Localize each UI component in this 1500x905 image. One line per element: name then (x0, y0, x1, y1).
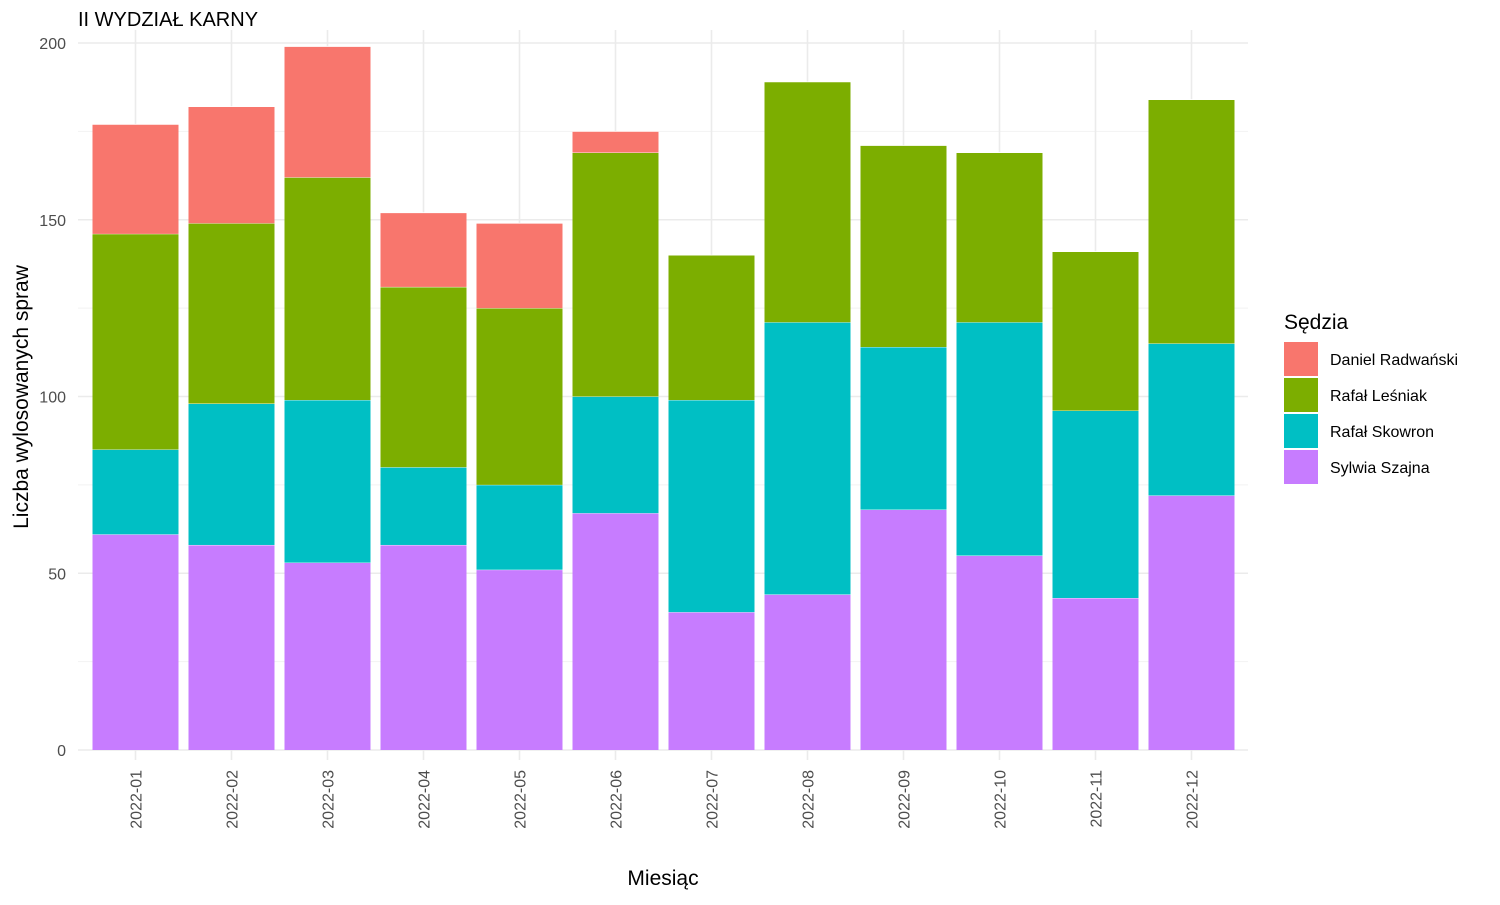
legend: Sędzia Daniel Radwański Rafał Leśniak Rafa… (1284, 311, 1458, 484)
bar-segment (668, 612, 755, 750)
bar-segment (284, 400, 371, 563)
x-tick-label: 2022-09 (897, 770, 914, 829)
bar-segment (188, 223, 275, 404)
y-tick-label: 100 (39, 390, 66, 407)
x-tick-label: 2022-08 (801, 770, 818, 829)
bar-segment (764, 81, 851, 323)
bar-segment (860, 145, 947, 348)
bar-segment (380, 467, 467, 545)
bar-segment (764, 322, 851, 595)
bar-segment (956, 152, 1043, 323)
x-tick-label: 2022-02 (225, 770, 242, 829)
legend-label: Rafał Skowron (1330, 424, 1434, 441)
bar-segment (956, 322, 1043, 556)
y-tick-label: 0 (57, 743, 66, 760)
bar-segment (380, 544, 467, 750)
legend-label: Daniel Radwański (1330, 352, 1458, 369)
bar-segment (668, 400, 755, 613)
x-tick-label: 2022-06 (609, 770, 626, 829)
bar-segment (188, 403, 275, 545)
x-tick-label: 2022-07 (705, 770, 722, 829)
bar-segment (764, 594, 851, 750)
y-tick-label: 50 (48, 566, 66, 583)
bar-segment (188, 544, 275, 750)
bar-segment (92, 449, 179, 535)
y-tick-label: 150 (39, 213, 66, 230)
bar-segment (1052, 597, 1139, 750)
bar-segment (956, 555, 1043, 750)
bar-segment (188, 106, 275, 224)
bar-segment (380, 286, 467, 468)
legend-label: Sylwia Szajna (1330, 460, 1430, 477)
y-tick-label: 200 (39, 36, 66, 53)
bar-segment (668, 255, 755, 401)
bar-segment (380, 212, 467, 287)
bar-segment (860, 509, 947, 750)
bar-segment (572, 131, 659, 153)
bar-segment (1052, 251, 1139, 411)
bar-segment (572, 152, 659, 397)
bar-segment (1148, 343, 1235, 496)
bar-segment (1052, 410, 1139, 598)
bar-segment (860, 347, 947, 510)
x-tick-label: 2022-03 (321, 770, 338, 829)
legend-key (1284, 450, 1318, 484)
axes: 0 50 100 150 200 2022-01 2022-02 2022-03 2022-04… (39, 36, 1201, 829)
bar-segment (476, 223, 563, 309)
bar-segment (284, 177, 371, 401)
bar-segment (1148, 495, 1235, 750)
x-tick-label: 2022-12 (1185, 770, 1202, 829)
bar-segment (92, 124, 179, 234)
x-tick-label: 2022-01 (129, 770, 146, 829)
bar-segment (572, 513, 659, 750)
legend-title: Sędzia (1284, 311, 1349, 334)
x-tick-label: 2022-04 (417, 770, 434, 829)
bar-segment (1148, 99, 1235, 344)
y-axis-title: Liczba wylosowanych spraw (10, 264, 33, 529)
bars (92, 46, 1235, 750)
x-axis-title: Miesiąc (627, 867, 698, 890)
x-tick-label: 2022-11 (1089, 770, 1106, 828)
bar-segment (284, 562, 371, 750)
legend-key (1284, 342, 1318, 376)
bar-segment (92, 233, 179, 450)
x-tick-label: 2022-10 (993, 770, 1010, 829)
bar-segment (92, 534, 179, 750)
x-tick-label: 2022-05 (513, 770, 530, 829)
legend-key (1284, 414, 1318, 448)
bar-segment (284, 46, 371, 178)
bar-segment (476, 484, 563, 570)
bar-segment (476, 308, 563, 485)
legend-label: Rafał Leśniak (1330, 388, 1428, 405)
bar-segment (476, 569, 563, 750)
legend-key (1284, 378, 1318, 412)
bar-segment (572, 396, 659, 514)
chart-title: II WYDZIAŁ KARNY (78, 9, 258, 31)
